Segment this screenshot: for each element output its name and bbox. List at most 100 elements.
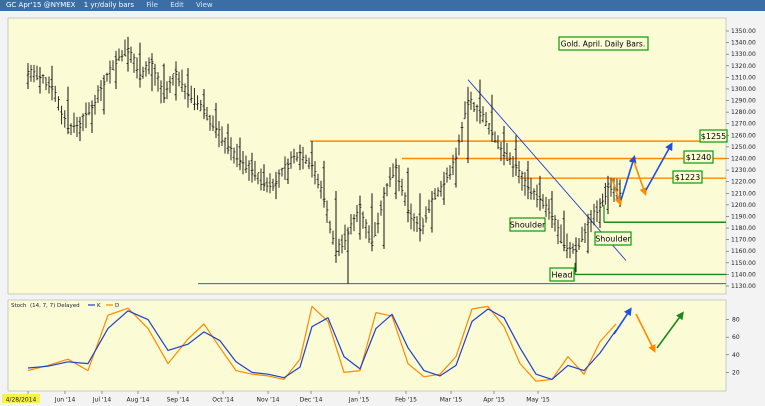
price-bar [547, 198, 551, 220]
price-bar [490, 94, 494, 142]
menu-edit[interactable]: Edit [170, 1, 184, 9]
price-bar [451, 154, 455, 176]
price-bar [367, 225, 371, 243]
start-date-highlight [2, 394, 40, 403]
price-bar [286, 158, 290, 184]
menu-file[interactable]: File [146, 1, 158, 9]
price-bar [609, 177, 613, 197]
price-bar [132, 53, 136, 73]
price-bar [57, 96, 60, 111]
price-bar [69, 123, 73, 135]
price-bar [346, 228, 350, 284]
price-bar [568, 241, 572, 259]
stoch-legend-d: D [115, 303, 119, 309]
price-y-tick-label: 1150.00 [731, 260, 756, 267]
price-bar [565, 233, 569, 259]
price-bar [580, 226, 584, 242]
price-bar [283, 156, 287, 180]
x-tick-label: Jul '14 [92, 397, 112, 404]
price-y-tick-label: 1310.00 [731, 74, 756, 81]
price-bar [496, 135, 500, 150]
price-bar [126, 36, 130, 72]
menu-view[interactable]: View [196, 1, 213, 9]
price-bar [189, 85, 193, 104]
price-bar [238, 137, 242, 168]
price-bar [532, 188, 536, 200]
right-shoulder-label: Shoulder [595, 235, 631, 244]
x-tick-label: Nov '14 [257, 397, 280, 404]
price-bar [352, 214, 356, 232]
price-bar [78, 116, 82, 142]
price-bar [289, 151, 293, 169]
price-bar [526, 160, 530, 200]
price-bar [72, 112, 76, 133]
chart-toolbar: GC Apr'15 @NYMEX 1 yr/daily bars File Ed… [0, 0, 765, 11]
price-bar [90, 100, 94, 133]
right-shoulder-box [594, 231, 632, 246]
projection-arrow-down-2 [633, 161, 648, 197]
price-bar [373, 222, 377, 238]
price-bar [298, 144, 302, 171]
price-bar [598, 199, 602, 229]
price-bar [538, 175, 542, 211]
price-bar [229, 137, 233, 161]
price-bar [108, 60, 112, 84]
price-bar [553, 215, 557, 232]
price-bar [301, 146, 305, 170]
price-bar [529, 177, 533, 200]
price-bar [177, 71, 181, 87]
price-bar [180, 69, 184, 93]
price-label-1255: $1255 [701, 132, 726, 141]
price-bar [63, 110, 67, 128]
projection-arrow-up-1 [620, 154, 637, 201]
annotation-layer [611, 142, 684, 353]
price-bar [508, 152, 512, 165]
x-tick-label: Apr '15 [483, 397, 505, 404]
stoch-arrow-up-green [656, 311, 684, 349]
price-bar [87, 102, 91, 116]
price-bar [196, 95, 199, 110]
symbol-selector[interactable]: GC Apr'15 @NYMEX [6, 1, 76, 9]
price-bar [436, 187, 440, 197]
price-bar [364, 219, 368, 239]
price-bar [454, 152, 458, 188]
price-bar [412, 213, 416, 232]
price-bar [397, 164, 401, 192]
price-bar [505, 142, 509, 161]
price-bar [313, 161, 317, 185]
price-y-tick-label: 1250.00 [731, 144, 756, 151]
price-label-1240: $1240 [686, 153, 711, 162]
head-box [549, 267, 575, 282]
price-y-tick-label: 1220.00 [731, 179, 756, 186]
price-bar [463, 101, 467, 120]
price-bar [430, 190, 434, 233]
x-tick-label: Mar '15 [440, 397, 463, 404]
price-bar [523, 172, 527, 196]
price-y-tick-label: 1180.00 [731, 225, 756, 232]
price-y-tick-label: 1290.00 [731, 98, 756, 105]
price-y-tick-label: 1240.00 [731, 156, 756, 163]
price-bar [211, 115, 215, 131]
price-bar [253, 160, 257, 181]
price-y-tick-label: 1160.00 [731, 248, 756, 255]
price-bar [448, 165, 452, 180]
price-bar [120, 50, 124, 62]
price-bar [102, 75, 106, 115]
price-bar [256, 172, 260, 185]
price-bar [478, 79, 482, 124]
x-tick-label: Jun '14 [54, 397, 76, 404]
stoch-legend-k: K [97, 303, 101, 309]
price-bar [388, 167, 392, 188]
price-bar [331, 230, 335, 245]
period-selector[interactable]: 1 yr/daily bars [83, 1, 135, 9]
price-bar [562, 210, 566, 252]
x-tick-label: May '15 [526, 397, 550, 404]
price-bar [44, 77, 48, 91]
price-y-tick-label: 1350.00 [731, 28, 756, 35]
price-bar [325, 200, 329, 223]
price-bar [123, 39, 127, 57]
price-bar [295, 151, 299, 162]
price-bar [241, 151, 245, 175]
price-bar [334, 190, 338, 263]
